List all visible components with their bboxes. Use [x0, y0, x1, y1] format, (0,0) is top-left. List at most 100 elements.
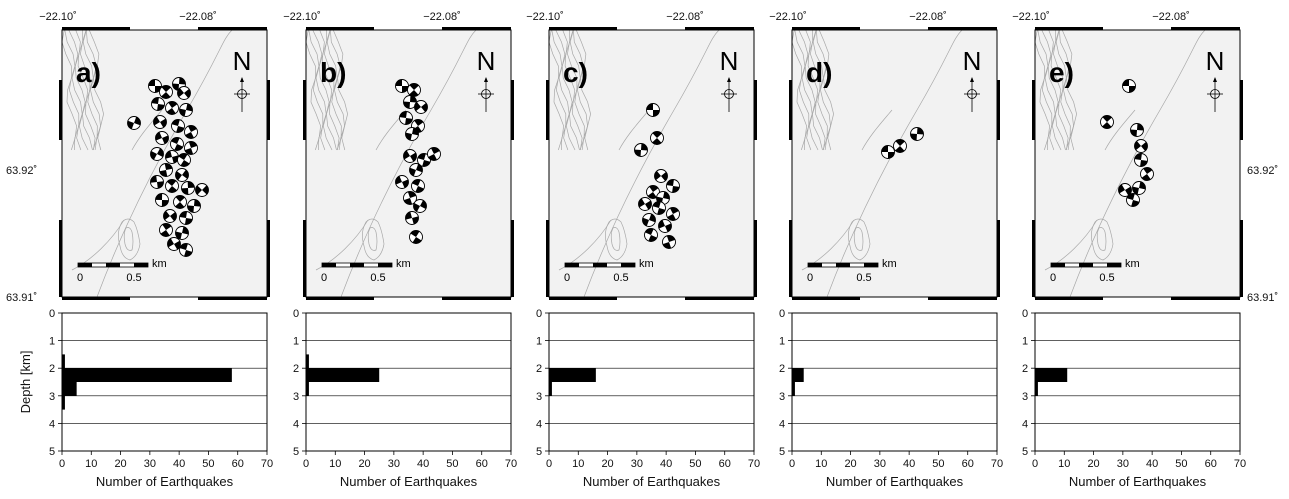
beachball-icon — [407, 83, 421, 97]
contour-line — [362, 218, 385, 261]
scale-bar: km 0 0.5 — [77, 258, 167, 284]
frame-segment — [59, 220, 62, 297]
beachball-quadrant — [413, 202, 420, 212]
beachball-quadrant — [1102, 122, 1112, 129]
contour-line — [1050, 29, 1066, 151]
beachball-quadrant — [403, 198, 413, 205]
y-tick-label: 3 — [49, 391, 55, 403]
beachball-quadrant — [1102, 115, 1112, 122]
histogram-bar — [62, 395, 65, 410]
beachball-icon — [414, 100, 428, 114]
histogram-bar — [549, 368, 596, 382]
histogram-frame — [1034, 312, 1241, 452]
beachball-quadrant — [181, 188, 189, 195]
frame-segment — [306, 27, 374, 30]
y-tick-label: 3 — [1022, 391, 1028, 403]
beachball-quadrant — [185, 132, 194, 139]
beachball-quadrant — [414, 119, 424, 126]
x-tick-label: 20 — [358, 458, 370, 470]
contour-line — [818, 29, 834, 151]
beachball-quadrant — [179, 108, 186, 117]
beachball-icon — [1132, 181, 1146, 195]
x-tick-label: 60 — [232, 458, 244, 470]
scale-bar-segment — [1107, 263, 1121, 267]
map-background — [306, 30, 511, 297]
beachball-icon — [165, 179, 179, 193]
north-arrow-icon: N — [233, 46, 251, 112]
beachball-quadrant — [666, 179, 674, 186]
scale-unit: km — [1125, 258, 1140, 270]
x-tick-label: 10 — [815, 458, 827, 470]
beachball-quadrant — [1125, 186, 1132, 196]
beachball-quadrant — [175, 195, 185, 202]
contour-line — [332, 29, 348, 151]
y-tick-label: 5 — [779, 446, 785, 458]
contour-line — [555, 29, 570, 151]
histogram-frame — [791, 312, 998, 452]
contour-line — [583, 29, 720, 298]
y-tick-label: 0 — [536, 308, 542, 320]
beachball-quadrant — [648, 235, 657, 242]
north-arrow-head — [1213, 77, 1217, 82]
beachball-quadrant — [652, 201, 661, 208]
beachball-icon — [150, 147, 164, 161]
beachball-quadrant — [171, 119, 180, 126]
beachball-quadrant — [161, 85, 171, 92]
y-tick-label: 4 — [536, 418, 542, 430]
north-arrow-head — [240, 77, 244, 82]
beachball-quadrant — [134, 116, 141, 126]
beachball-quadrant — [410, 152, 417, 162]
x-tick-label: 70 — [261, 458, 273, 470]
beachball-quadrant — [412, 237, 422, 244]
beachball-quadrant — [409, 167, 416, 177]
contour-line — [1053, 29, 1069, 151]
north-arrow-head — [970, 77, 974, 82]
y-tick-label: 1 — [1022, 336, 1028, 348]
scale-tick-label: 0 — [564, 272, 570, 284]
map-panel: −22.10˚ −22.08˚ c) Nkm 0 0.5 — [526, 11, 757, 300]
beachball-icon — [910, 127, 924, 141]
x-tick-label: 40 — [1146, 458, 1158, 470]
focal-mechanisms — [881, 127, 924, 159]
contour-line — [315, 219, 369, 271]
beachball-icon — [405, 211, 419, 225]
scale-bar: km 0 0.5 — [321, 258, 411, 284]
beachball-icon — [658, 219, 672, 233]
x-tick-label: 60 — [476, 458, 488, 470]
beachball-icon — [1126, 193, 1140, 207]
y-tick-label: 3 — [536, 391, 542, 403]
contour-line — [558, 219, 612, 271]
beachball-icon — [652, 201, 666, 215]
beachball-quadrant — [402, 86, 409, 93]
x-axis-title: Number of Earthquakes — [826, 474, 964, 489]
histogram-bar — [62, 382, 77, 396]
beachball-icon — [1140, 167, 1154, 181]
north-arrow-head — [484, 77, 488, 82]
beachball-quadrant — [182, 226, 189, 235]
frame-segment — [1171, 27, 1240, 30]
contour-line — [575, 29, 591, 151]
beachball-icon — [127, 116, 141, 130]
beachball-quadrant — [157, 104, 165, 111]
x-tick-label: 30 — [874, 458, 886, 470]
frame-segment — [303, 220, 306, 297]
scale-bar: km 0 0.5 — [564, 258, 654, 284]
beachball-quadrant — [162, 135, 169, 144]
contour-line — [605, 218, 628, 261]
x-tick-label: 70 — [1234, 458, 1246, 470]
beachball-icon — [646, 103, 660, 117]
frame-segment — [928, 297, 997, 300]
y-tick-label: 0 — [293, 308, 299, 320]
map-frame-ticks — [789, 27, 1000, 300]
x-tick-label: 30 — [1117, 458, 1129, 470]
contour-line — [324, 29, 340, 151]
beachball-quadrant — [917, 127, 924, 135]
contour-line — [853, 227, 864, 251]
histogram-bar — [1035, 368, 1068, 382]
north-arrow-ring — [724, 89, 734, 99]
map-background — [792, 30, 997, 297]
lat-label: 63.92˚ — [6, 165, 37, 177]
scale-bar-segment — [864, 263, 878, 267]
